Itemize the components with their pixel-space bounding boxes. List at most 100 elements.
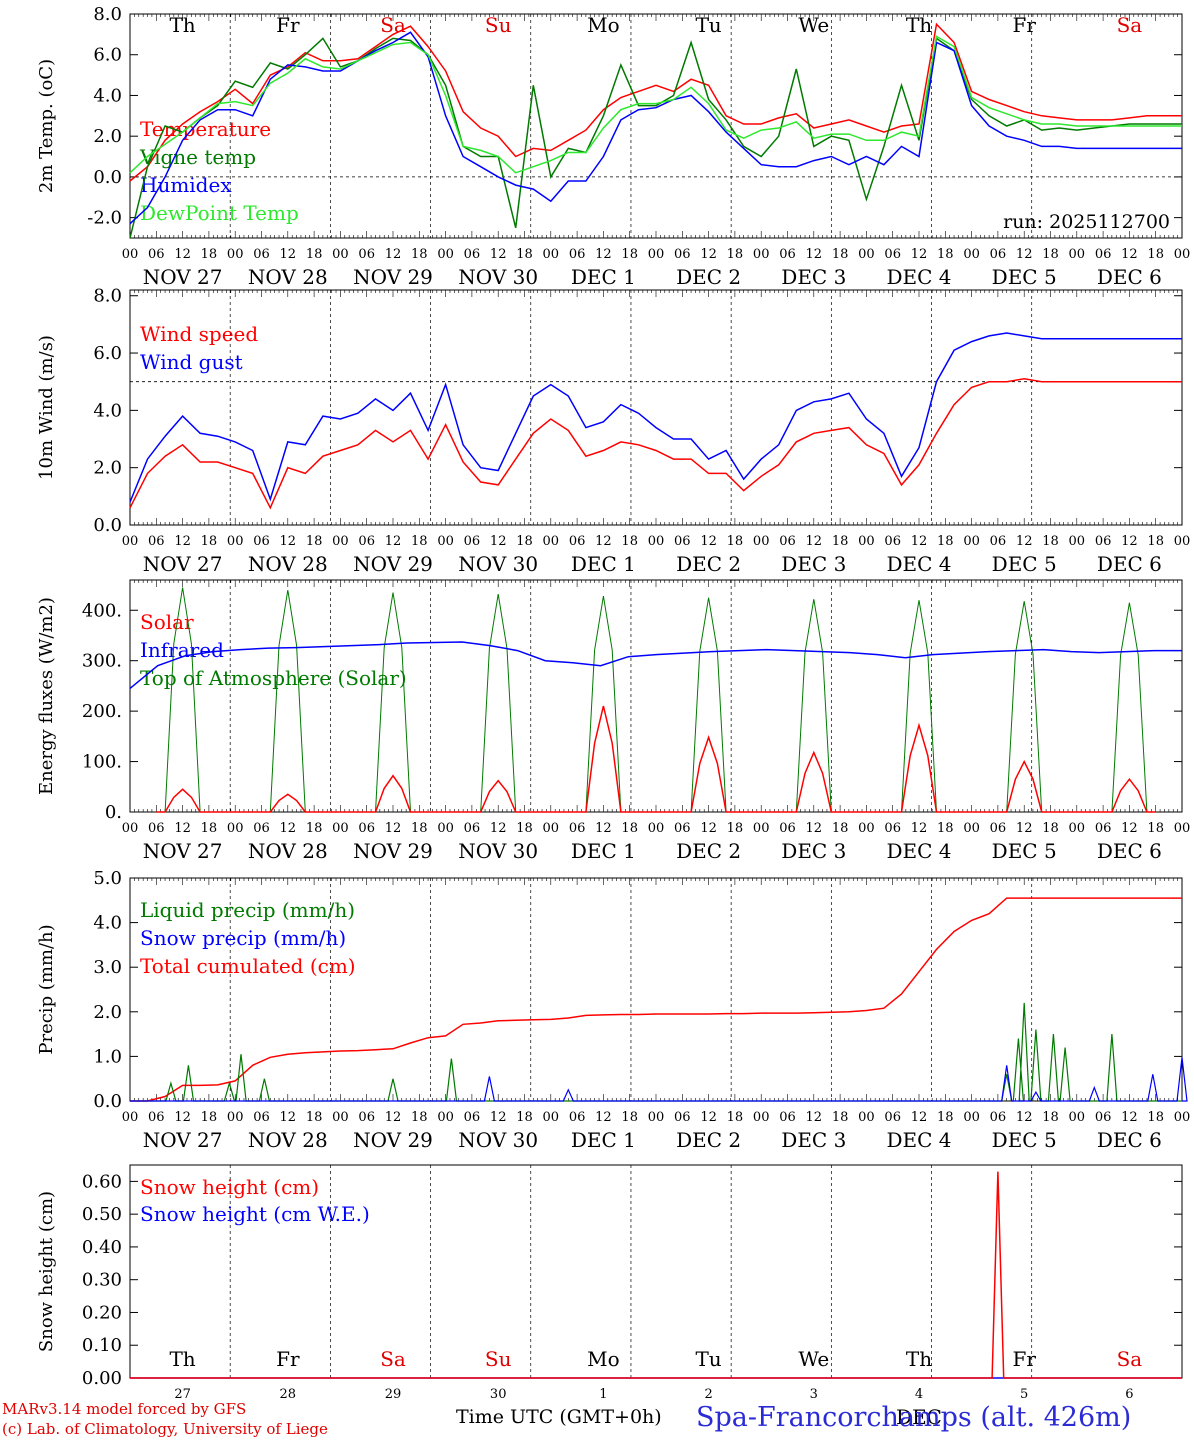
hour-tick-label: 18 [516, 534, 533, 549]
hour-tick-label: 00 [332, 534, 349, 549]
hour-tick-label: 18 [306, 247, 323, 262]
hour-tick-label: 00 [858, 247, 875, 262]
hour-tick-label: 00 [543, 821, 560, 836]
hour-tick-label: 12 [490, 247, 507, 262]
day-number: 29 [385, 1387, 402, 1402]
hour-tick-label: 00 [753, 1110, 770, 1125]
legend-solar: Solar [140, 610, 194, 634]
day-name: Mo [587, 13, 620, 37]
hour-tick-label: 18 [727, 1110, 744, 1125]
hour-tick-label: 18 [937, 1110, 954, 1125]
hour-tick-label: 00 [332, 1110, 349, 1125]
hour-tick-label: 18 [201, 534, 218, 549]
hour-tick-label: 12 [280, 247, 297, 262]
y-tick-label: 0. [105, 802, 122, 823]
hour-tick-label: 00 [437, 534, 454, 549]
hour-tick-label: 18 [1147, 534, 1164, 549]
date-label: DEC 6 [1097, 552, 1162, 576]
day-name: We [798, 13, 829, 37]
hour-tick-label: 00 [858, 1110, 875, 1125]
day-name: Sa [380, 1347, 406, 1371]
y-tick-label: 0.0 [93, 515, 122, 536]
y-tick-label: 5.0 [93, 868, 122, 889]
hour-tick-label: 12 [490, 821, 507, 836]
hour-tick-label: 12 [700, 1110, 717, 1125]
hour-tick-label: 12 [911, 247, 928, 262]
hour-tick-label: 06 [884, 1110, 901, 1125]
hour-tick-label: 18 [832, 247, 849, 262]
y-tick-label: 2.0 [93, 126, 122, 147]
hour-tick-label: 18 [306, 821, 323, 836]
hour-tick-label: 12 [385, 534, 402, 549]
hour-tick-label: 06 [464, 821, 481, 836]
hour-tick-label: 00 [227, 247, 244, 262]
hour-tick-label: 00 [1069, 534, 1086, 549]
hour-tick-label: 06 [779, 821, 796, 836]
legend-liquid-precip-mm-h-: Liquid precip (mm/h) [140, 898, 355, 922]
hour-tick-label: 12 [490, 534, 507, 549]
hour-tick-label: 06 [569, 1110, 586, 1125]
legend-snow-height-cm-: Snow height (cm) [140, 1175, 319, 1199]
hour-tick-label: 00 [1069, 1110, 1086, 1125]
hour-tick-label: 06 [1095, 1110, 1112, 1125]
day-name: Fr [1012, 13, 1036, 37]
hour-tick-label: 06 [148, 534, 165, 549]
day-name: Su [485, 1347, 512, 1371]
month-label: DEC [896, 1405, 942, 1429]
date-label: DEC 4 [886, 265, 951, 289]
hour-tick-label: 06 [148, 821, 165, 836]
hour-tick-label: 12 [1016, 1110, 1033, 1125]
day-number: 6 [1125, 1387, 1133, 1402]
hour-tick-label: 12 [1121, 821, 1138, 836]
hour-tick-label: 18 [1042, 1110, 1059, 1125]
day-number: 27 [174, 1387, 191, 1402]
hour-tick-label: 06 [990, 247, 1007, 262]
hour-tick-label: 12 [385, 1110, 402, 1125]
hour-tick-label: 18 [201, 247, 218, 262]
y-tick-label: 300. [82, 651, 122, 672]
hour-tick-label: 18 [727, 247, 744, 262]
hour-tick-label: 00 [227, 1110, 244, 1125]
y-axis-label: Snow height (cm) [36, 1191, 57, 1352]
day-name: We [798, 1347, 829, 1371]
hour-tick-label: 06 [464, 534, 481, 549]
day-name: Tu [695, 1347, 721, 1371]
date-label: DEC 2 [676, 552, 741, 576]
series-line-temperature [129, 22, 1182, 182]
date-label: DEC 1 [571, 839, 636, 863]
hour-tick-label: 18 [411, 1110, 428, 1125]
legend-infrared: Infrared [140, 638, 224, 662]
run-annotation: run: 2025112700 [1003, 211, 1170, 233]
y-tick-label: 6.0 [93, 45, 122, 66]
hour-tick-label: 18 [306, 1110, 323, 1125]
day-name: Fr [1012, 1347, 1036, 1371]
hour-tick-label: 06 [1095, 534, 1112, 549]
hour-tick-label: 18 [832, 534, 849, 549]
y-axis-label: 2m Temp. (oC) [36, 59, 57, 193]
date-label: NOV 28 [248, 1128, 328, 1152]
hour-tick-label: 00 [227, 534, 244, 549]
hour-tick-label: 18 [727, 534, 744, 549]
day-name: Th [169, 13, 195, 37]
series-line-infrared [129, 641, 1182, 689]
hour-tick-label: 00 [122, 1110, 139, 1125]
hour-tick-label: 12 [1121, 247, 1138, 262]
hour-tick-label: 06 [148, 247, 165, 262]
date-label: DEC 4 [886, 839, 951, 863]
hour-tick-label: 00 [753, 821, 770, 836]
hour-tick-label: 06 [884, 821, 901, 836]
hour-tick-label: 00 [858, 534, 875, 549]
hour-tick-label: 00 [753, 247, 770, 262]
station-title: Spa-Francorchamps (alt. 426m) [696, 1402, 1132, 1433]
hour-tick-label: 00 [753, 534, 770, 549]
hour-tick-label: 12 [806, 1110, 823, 1125]
hour-tick-label: 06 [674, 247, 691, 262]
time-axis-label: Time UTC (GMT+0h) [456, 1406, 662, 1428]
date-label: DEC 1 [571, 1128, 636, 1152]
hour-tick-label: 00 [437, 247, 454, 262]
y-tick-label: 8.0 [93, 4, 122, 25]
y-tick-label: 400. [82, 600, 122, 621]
hour-tick-label: 12 [595, 1110, 612, 1125]
hour-tick-label: 18 [832, 821, 849, 836]
